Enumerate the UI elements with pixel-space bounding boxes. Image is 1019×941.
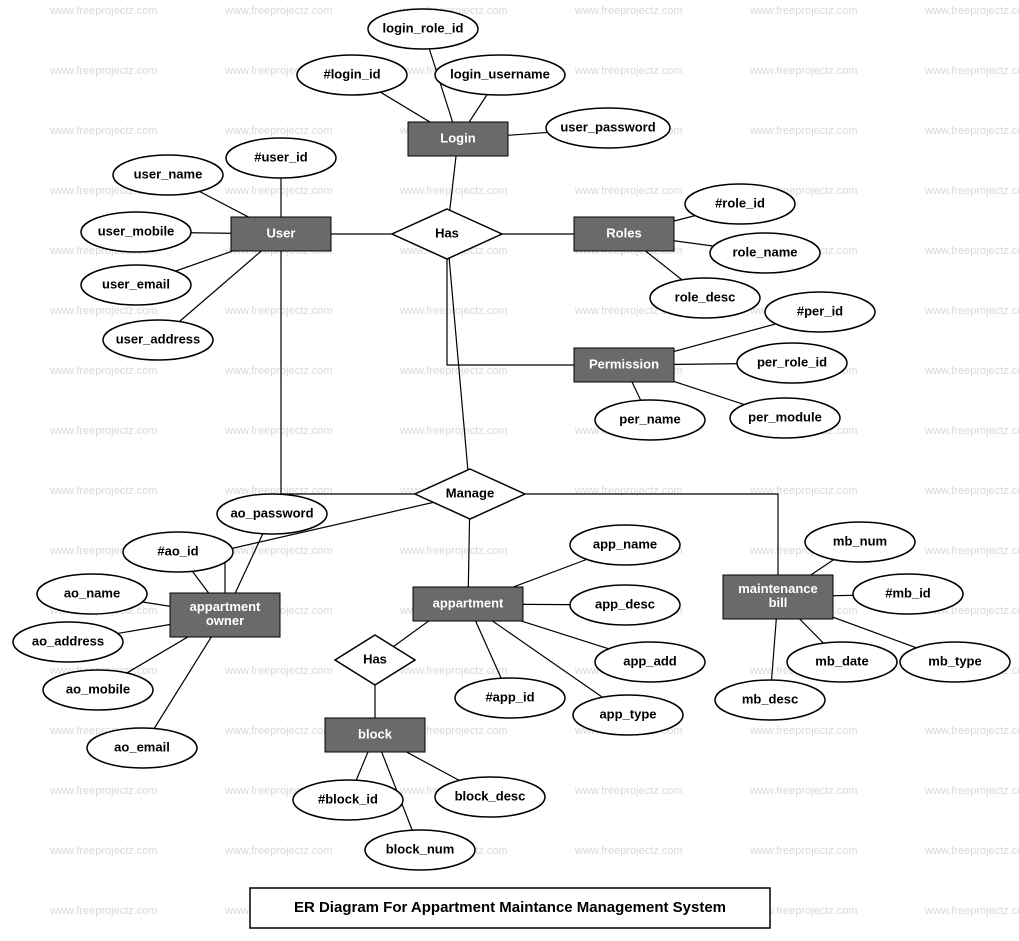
watermark-text: www.freeprojectz.com: [399, 425, 508, 437]
attribute-label-ao_id: #ao_id: [157, 543, 198, 558]
watermark-text: www.freeprojectz.com: [49, 845, 158, 857]
watermark-text: www.freeprojectz.com: [224, 725, 333, 737]
watermark-text: www.freeprojectz.com: [224, 125, 333, 137]
watermark-text: www.freeprojectz.com: [224, 425, 333, 437]
attribute-label-login_id: #login_id: [323, 66, 380, 81]
watermark-text: www.freeprojectz.com: [224, 665, 333, 677]
attribute-label-role_desc: role_desc: [675, 289, 736, 304]
watermark-text: www.freeprojectz.com: [924, 5, 1019, 17]
watermark-text: www.freeprojectz.com: [224, 365, 333, 377]
watermark-text: www.freeprojectz.com: [924, 125, 1019, 137]
watermark-text: www.freeprojectz.com: [49, 305, 158, 317]
watermark-text: www.freeprojectz.com: [224, 5, 333, 17]
watermark-text: www.freeprojectz.com: [574, 845, 683, 857]
watermark-text: www.freeprojectz.com: [924, 365, 1019, 377]
attribute-label-login_username: login_username: [450, 66, 550, 81]
entity-label-appartment: appartment: [433, 595, 504, 610]
attribute-label-per_id: #per_id: [797, 303, 843, 318]
attribute-label-user_password: user_password: [560, 119, 655, 134]
attribute-label-mb_desc: mb_desc: [742, 691, 798, 706]
attribute-label-user_name: user_name: [134, 166, 203, 181]
watermark-text: www.freeprojectz.com: [924, 245, 1019, 257]
watermark-text: www.freeprojectz.com: [749, 125, 858, 137]
entity-label-block: block: [358, 726, 393, 741]
watermark-text: www.freeprojectz.com: [749, 485, 858, 497]
watermark-text: www.freeprojectz.com: [49, 785, 158, 797]
edge-user-manage: [281, 234, 470, 494]
attribute-label-per_role_id: per_role_id: [757, 354, 827, 369]
watermark-text: www.freeprojectz.com: [749, 5, 858, 17]
watermark-text: www.freeprojectz.com: [749, 785, 858, 797]
attribute-label-ao_mobile: ao_mobile: [66, 681, 130, 696]
attribute-label-role_id: #role_id: [715, 195, 765, 210]
watermark-text: www.freeprojectz.com: [49, 65, 158, 77]
watermark-text: www.freeprojectz.com: [49, 365, 158, 377]
er-diagram: www.freeprojectz.com www.freeprojectz.com…: [0, 0, 1019, 941]
watermark-text: www.freeprojectz.com: [224, 845, 333, 857]
watermark-text: www.freeprojectz.com: [574, 785, 683, 797]
attribute-label-mb_num: mb_num: [833, 533, 887, 548]
attribute-label-role_name: role_name: [732, 244, 797, 259]
attribute-label-app_name: app_name: [593, 536, 657, 551]
watermark-text: www.freeprojectz.com: [924, 845, 1019, 857]
attribute-label-mb_id: #mb_id: [885, 585, 931, 600]
watermark-text: www.freeprojectz.com: [924, 725, 1019, 737]
attribute-label-ao_address: ao_address: [32, 633, 104, 648]
entity-label-login: Login: [440, 130, 475, 145]
watermark-text: www.freeprojectz.com: [749, 845, 858, 857]
watermark-text: www.freeprojectz.com: [924, 485, 1019, 497]
relationship-label-has1: Has: [435, 225, 459, 240]
attribute-label-mb_date: mb_date: [815, 653, 868, 668]
watermark-text: www.freeprojectz.com: [924, 785, 1019, 797]
watermark-text: www.freeprojectz.com: [749, 725, 858, 737]
attribute-label-app_type: app_type: [599, 706, 656, 721]
watermark-text: www.freeprojectz.com: [749, 65, 858, 77]
attribute-label-user_mobile: user_mobile: [98, 223, 175, 238]
attribute-label-user_id: #user_id: [254, 149, 308, 164]
attribute-label-ao_email: ao_email: [114, 739, 170, 754]
relationship-label-has2: Has: [363, 651, 387, 666]
edge-has1-manage: [447, 234, 470, 494]
watermark-text: www.freeprojectz.com: [49, 425, 158, 437]
watermark-text: www.freeprojectz.com: [399, 365, 508, 377]
watermark-text: www.freeprojectz.com: [399, 545, 508, 557]
watermark-text: www.freeprojectz.com: [49, 125, 158, 137]
attribute-label-user_email: user_email: [102, 276, 170, 291]
diagram-title: ER Diagram For Appartment Maintance Mana…: [294, 899, 726, 916]
watermark-text: www.freeprojectz.com: [574, 65, 683, 77]
attribute-label-login_role_id: login_role_id: [383, 20, 464, 35]
attribute-label-user_address: user_address: [116, 331, 201, 346]
attribute-label-app_desc: app_desc: [595, 596, 655, 611]
watermark-text: www.freeprojectz.com: [399, 665, 508, 677]
attribute-label-app_add: app_add: [623, 653, 677, 668]
watermark-text: www.freeprojectz.com: [924, 425, 1019, 437]
watermark-text: www.freeprojectz.com: [924, 185, 1019, 197]
entity-label-user: User: [267, 225, 296, 240]
attribute-label-ao_password: ao_password: [230, 505, 313, 520]
watermark-text: www.freeprojectz.com: [924, 905, 1019, 917]
watermark-text: www.freeprojectz.com: [49, 905, 158, 917]
attribute-label-block_num: block_num: [386, 841, 455, 856]
entity-label-roles: Roles: [606, 225, 641, 240]
watermark-text: www.freeprojectz.com: [924, 65, 1019, 77]
attribute-label-per_module: per_module: [748, 409, 822, 424]
relationship-label-manage: Manage: [446, 485, 494, 500]
attribute-label-per_name: per_name: [619, 411, 680, 426]
watermark-text: www.freeprojectz.com: [49, 485, 158, 497]
attribute-label-block_desc: block_desc: [455, 788, 526, 803]
attribute-label-app_id: #app_id: [485, 689, 534, 704]
watermark-text: www.freeprojectz.com: [399, 185, 508, 197]
attribute-label-ao_name: ao_name: [64, 585, 120, 600]
attribute-label-mb_type: mb_type: [928, 653, 981, 668]
watermark-text: www.freeprojectz.com: [574, 5, 683, 17]
entity-label-permission: Permission: [589, 356, 659, 371]
watermark-text: www.freeprojectz.com: [924, 545, 1019, 557]
watermark-text: www.freeprojectz.com: [924, 305, 1019, 317]
attribute-label-block_id: #block_id: [318, 791, 378, 806]
watermark-text: www.freeprojectz.com: [574, 485, 683, 497]
watermark-text: www.freeprojectz.com: [49, 5, 158, 17]
watermark-text: www.freeprojectz.com: [574, 185, 683, 197]
watermark-text: www.freeprojectz.com: [224, 185, 333, 197]
watermark-text: www.freeprojectz.com: [224, 305, 333, 317]
